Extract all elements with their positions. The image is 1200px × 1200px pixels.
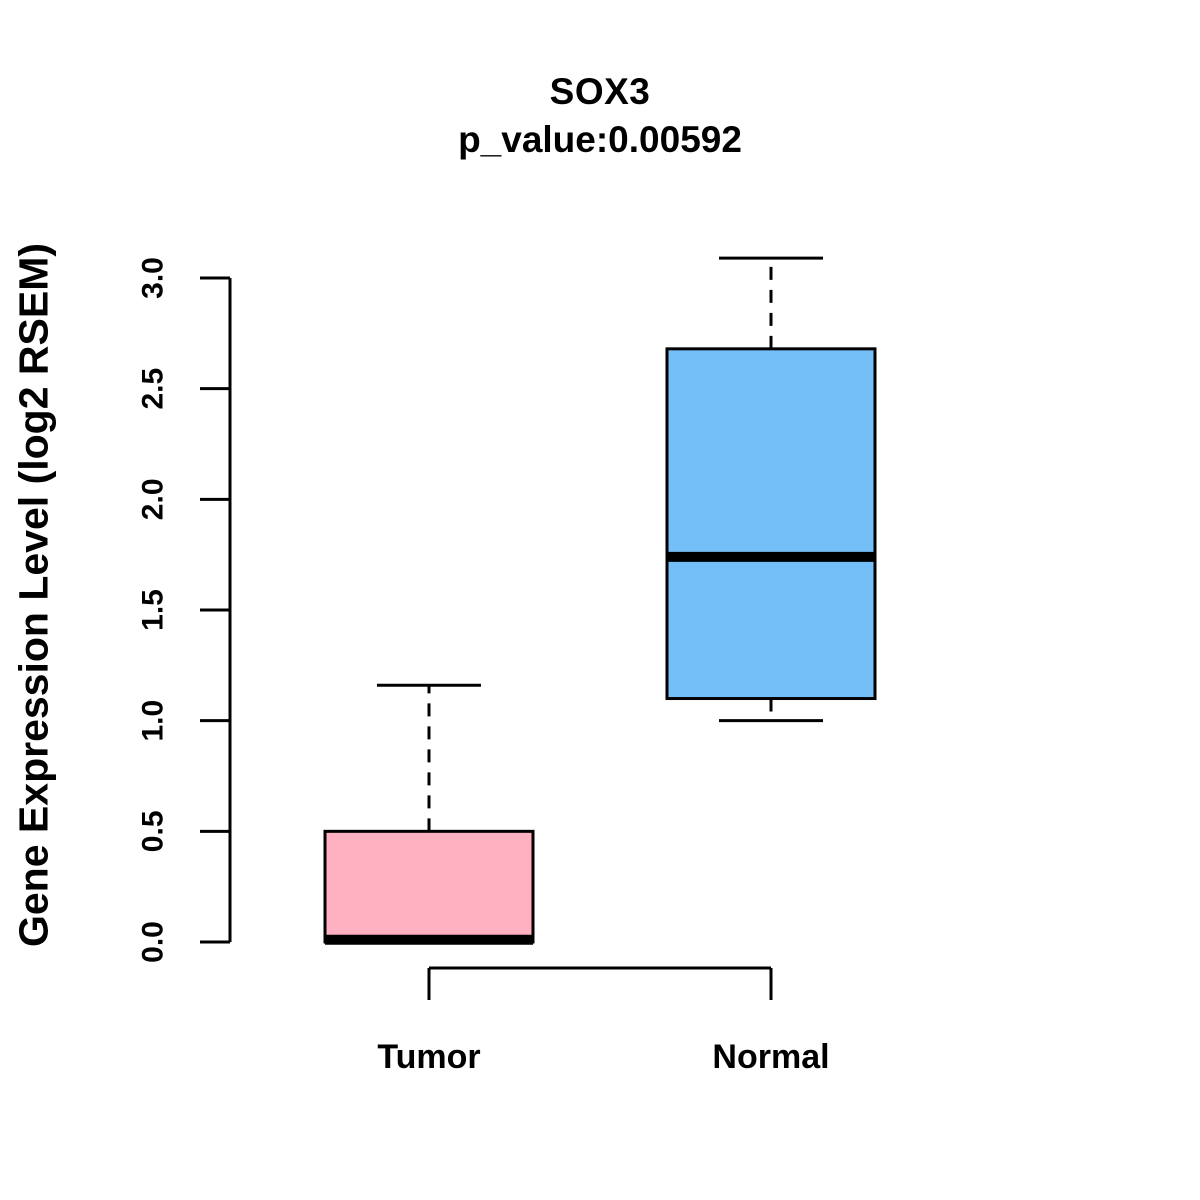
chart-title: SOX3	[549, 71, 651, 112]
y-axis-tick-label: 2.0	[137, 478, 170, 520]
category-label-tumor: Tumor	[377, 1038, 480, 1076]
category-label-normal: Normal	[712, 1038, 829, 1076]
y-axis-tick-label: 0.5	[137, 810, 170, 852]
y-axis-tick-label: 1.5	[137, 589, 170, 631]
y-axis-tick-label: 1.0	[137, 700, 170, 742]
y-axis-tick-label: 2.5	[137, 368, 170, 410]
y-axis-tick-label: 3.0	[137, 257, 170, 299]
chart-subtitle: p_value:0.00592	[458, 119, 742, 160]
box-normal	[665, 347, 877, 701]
box-tumor	[323, 829, 535, 944]
y-axis-tick-label: 0.0	[137, 921, 170, 963]
